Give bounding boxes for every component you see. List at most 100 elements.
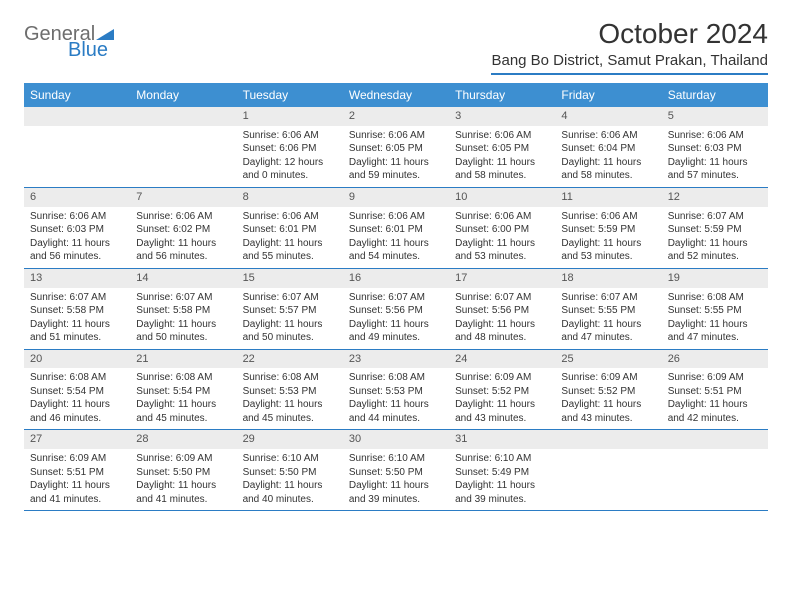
day-number: 18 (555, 269, 661, 288)
sunrise-text: Sunrise: 6:08 AM (30, 371, 124, 385)
sunset-text: Sunset: 6:05 PM (455, 142, 549, 156)
sunrise-text: Sunrise: 6:08 AM (243, 371, 337, 385)
day-cell-12: 12Sunrise: 6:07 AMSunset: 5:59 PMDayligh… (662, 188, 768, 268)
daylight-text: Daylight: 11 hours and 46 minutes. (30, 398, 124, 425)
daylight-text: Daylight: 11 hours and 41 minutes. (136, 479, 230, 506)
day-cell-20: 20Sunrise: 6:08 AMSunset: 5:54 PMDayligh… (24, 350, 130, 430)
day-cell-6: 6Sunrise: 6:06 AMSunset: 6:03 PMDaylight… (24, 188, 130, 268)
logo: GeneralBlue (24, 24, 114, 60)
day-header-tuesday: Tuesday (237, 83, 343, 107)
sunrise-text: Sunrise: 6:10 AM (243, 452, 337, 466)
day-header-sunday: Sunday (24, 83, 130, 107)
day-body: Sunrise: 6:08 AMSunset: 5:53 PMDaylight:… (237, 368, 343, 429)
day-number: 10 (449, 188, 555, 207)
day-number: 3 (449, 107, 555, 126)
sunset-text: Sunset: 5:57 PM (243, 304, 337, 318)
day-cell-14: 14Sunrise: 6:07 AMSunset: 5:58 PMDayligh… (130, 269, 236, 349)
sunset-text: Sunset: 5:50 PM (349, 466, 443, 480)
title-block: October 2024 Bang Bo District, Samut Pra… (491, 18, 768, 75)
day-cell-23: 23Sunrise: 6:08 AMSunset: 5:53 PMDayligh… (343, 350, 449, 430)
sunrise-text: Sunrise: 6:06 AM (30, 210, 124, 224)
day-number: 1 (237, 107, 343, 126)
day-cell-empty (24, 107, 130, 187)
daylight-text: Daylight: 11 hours and 58 minutes. (455, 156, 549, 183)
sunset-text: Sunset: 5:51 PM (30, 466, 124, 480)
calendar: SundayMondayTuesdayWednesdayThursdayFrid… (24, 83, 768, 511)
sunrise-text: Sunrise: 6:10 AM (455, 452, 549, 466)
daylight-text: Daylight: 11 hours and 40 minutes. (243, 479, 337, 506)
sunrise-text: Sunrise: 6:06 AM (455, 129, 549, 143)
day-header-thursday: Thursday (449, 83, 555, 107)
sunset-text: Sunset: 6:02 PM (136, 223, 230, 237)
day-body: Sunrise: 6:06 AMSunset: 6:01 PMDaylight:… (343, 207, 449, 268)
sunset-text: Sunset: 5:54 PM (30, 385, 124, 399)
day-body: Sunrise: 6:07 AMSunset: 5:56 PMDaylight:… (449, 288, 555, 349)
day-header-wednesday: Wednesday (343, 83, 449, 107)
day-cell-26: 26Sunrise: 6:09 AMSunset: 5:51 PMDayligh… (662, 350, 768, 430)
daylight-text: Daylight: 11 hours and 55 minutes. (243, 237, 337, 264)
sunrise-text: Sunrise: 6:10 AM (349, 452, 443, 466)
day-body: Sunrise: 6:10 AMSunset: 5:49 PMDaylight:… (449, 449, 555, 510)
daylight-text: Daylight: 11 hours and 53 minutes. (561, 237, 655, 264)
daylight-text: Daylight: 11 hours and 58 minutes. (561, 156, 655, 183)
day-body: Sunrise: 6:06 AMSunset: 6:05 PMDaylight:… (343, 126, 449, 187)
day-body: Sunrise: 6:07 AMSunset: 5:58 PMDaylight:… (24, 288, 130, 349)
day-cell-28: 28Sunrise: 6:09 AMSunset: 5:50 PMDayligh… (130, 430, 236, 510)
day-body: Sunrise: 6:06 AMSunset: 6:03 PMDaylight:… (24, 207, 130, 268)
day-body: Sunrise: 6:08 AMSunset: 5:53 PMDaylight:… (343, 368, 449, 429)
day-number: 16 (343, 269, 449, 288)
day-number: 5 (662, 107, 768, 126)
day-cell-22: 22Sunrise: 6:08 AMSunset: 5:53 PMDayligh… (237, 350, 343, 430)
day-body: Sunrise: 6:08 AMSunset: 5:54 PMDaylight:… (130, 368, 236, 429)
header: GeneralBlue October 2024 Bang Bo Distric… (24, 18, 768, 75)
day-header-monday: Monday (130, 83, 236, 107)
day-body (662, 449, 768, 505)
sunset-text: Sunset: 5:50 PM (243, 466, 337, 480)
day-cell-8: 8Sunrise: 6:06 AMSunset: 6:01 PMDaylight… (237, 188, 343, 268)
daylight-text: Daylight: 11 hours and 45 minutes. (243, 398, 337, 425)
sunrise-text: Sunrise: 6:08 AM (136, 371, 230, 385)
day-number: 6 (24, 188, 130, 207)
day-body: Sunrise: 6:09 AMSunset: 5:50 PMDaylight:… (130, 449, 236, 510)
daylight-text: Daylight: 11 hours and 49 minutes. (349, 318, 443, 345)
day-cell-11: 11Sunrise: 6:06 AMSunset: 5:59 PMDayligh… (555, 188, 661, 268)
day-body: Sunrise: 6:06 AMSunset: 6:05 PMDaylight:… (449, 126, 555, 187)
sunrise-text: Sunrise: 6:06 AM (455, 210, 549, 224)
daylight-text: Daylight: 11 hours and 50 minutes. (243, 318, 337, 345)
day-cell-18: 18Sunrise: 6:07 AMSunset: 5:55 PMDayligh… (555, 269, 661, 349)
day-body: Sunrise: 6:06 AMSunset: 6:03 PMDaylight:… (662, 126, 768, 187)
day-body: Sunrise: 6:10 AMSunset: 5:50 PMDaylight:… (237, 449, 343, 510)
sunset-text: Sunset: 5:49 PM (455, 466, 549, 480)
daylight-text: Daylight: 11 hours and 43 minutes. (455, 398, 549, 425)
week-row: 13Sunrise: 6:07 AMSunset: 5:58 PMDayligh… (24, 269, 768, 350)
sunset-text: Sunset: 5:54 PM (136, 385, 230, 399)
sunrise-text: Sunrise: 6:09 AM (668, 371, 762, 385)
day-header-friday: Friday (555, 83, 661, 107)
day-cell-27: 27Sunrise: 6:09 AMSunset: 5:51 PMDayligh… (24, 430, 130, 510)
sunset-text: Sunset: 5:53 PM (243, 385, 337, 399)
day-body: Sunrise: 6:07 AMSunset: 5:55 PMDaylight:… (555, 288, 661, 349)
sunset-text: Sunset: 6:03 PM (668, 142, 762, 156)
day-number: 15 (237, 269, 343, 288)
day-cell-empty (130, 107, 236, 187)
sunrise-text: Sunrise: 6:08 AM (668, 291, 762, 305)
sunset-text: Sunset: 5:55 PM (561, 304, 655, 318)
day-header-saturday: Saturday (662, 83, 768, 107)
sunset-text: Sunset: 5:55 PM (668, 304, 762, 318)
day-number (130, 107, 236, 126)
day-number: 22 (237, 350, 343, 369)
sunrise-text: Sunrise: 6:07 AM (455, 291, 549, 305)
day-number: 25 (555, 350, 661, 369)
week-row: 1Sunrise: 6:06 AMSunset: 6:06 PMDaylight… (24, 107, 768, 188)
sunset-text: Sunset: 5:56 PM (455, 304, 549, 318)
day-number: 7 (130, 188, 236, 207)
daylight-text: Daylight: 11 hours and 42 minutes. (668, 398, 762, 425)
day-cell-30: 30Sunrise: 6:10 AMSunset: 5:50 PMDayligh… (343, 430, 449, 510)
daylight-text: Daylight: 11 hours and 59 minutes. (349, 156, 443, 183)
sunrise-text: Sunrise: 6:07 AM (561, 291, 655, 305)
day-body: Sunrise: 6:07 AMSunset: 5:59 PMDaylight:… (662, 207, 768, 268)
day-number: 31 (449, 430, 555, 449)
logo-text-blue: Blue (68, 40, 114, 60)
day-number: 30 (343, 430, 449, 449)
day-number: 23 (343, 350, 449, 369)
